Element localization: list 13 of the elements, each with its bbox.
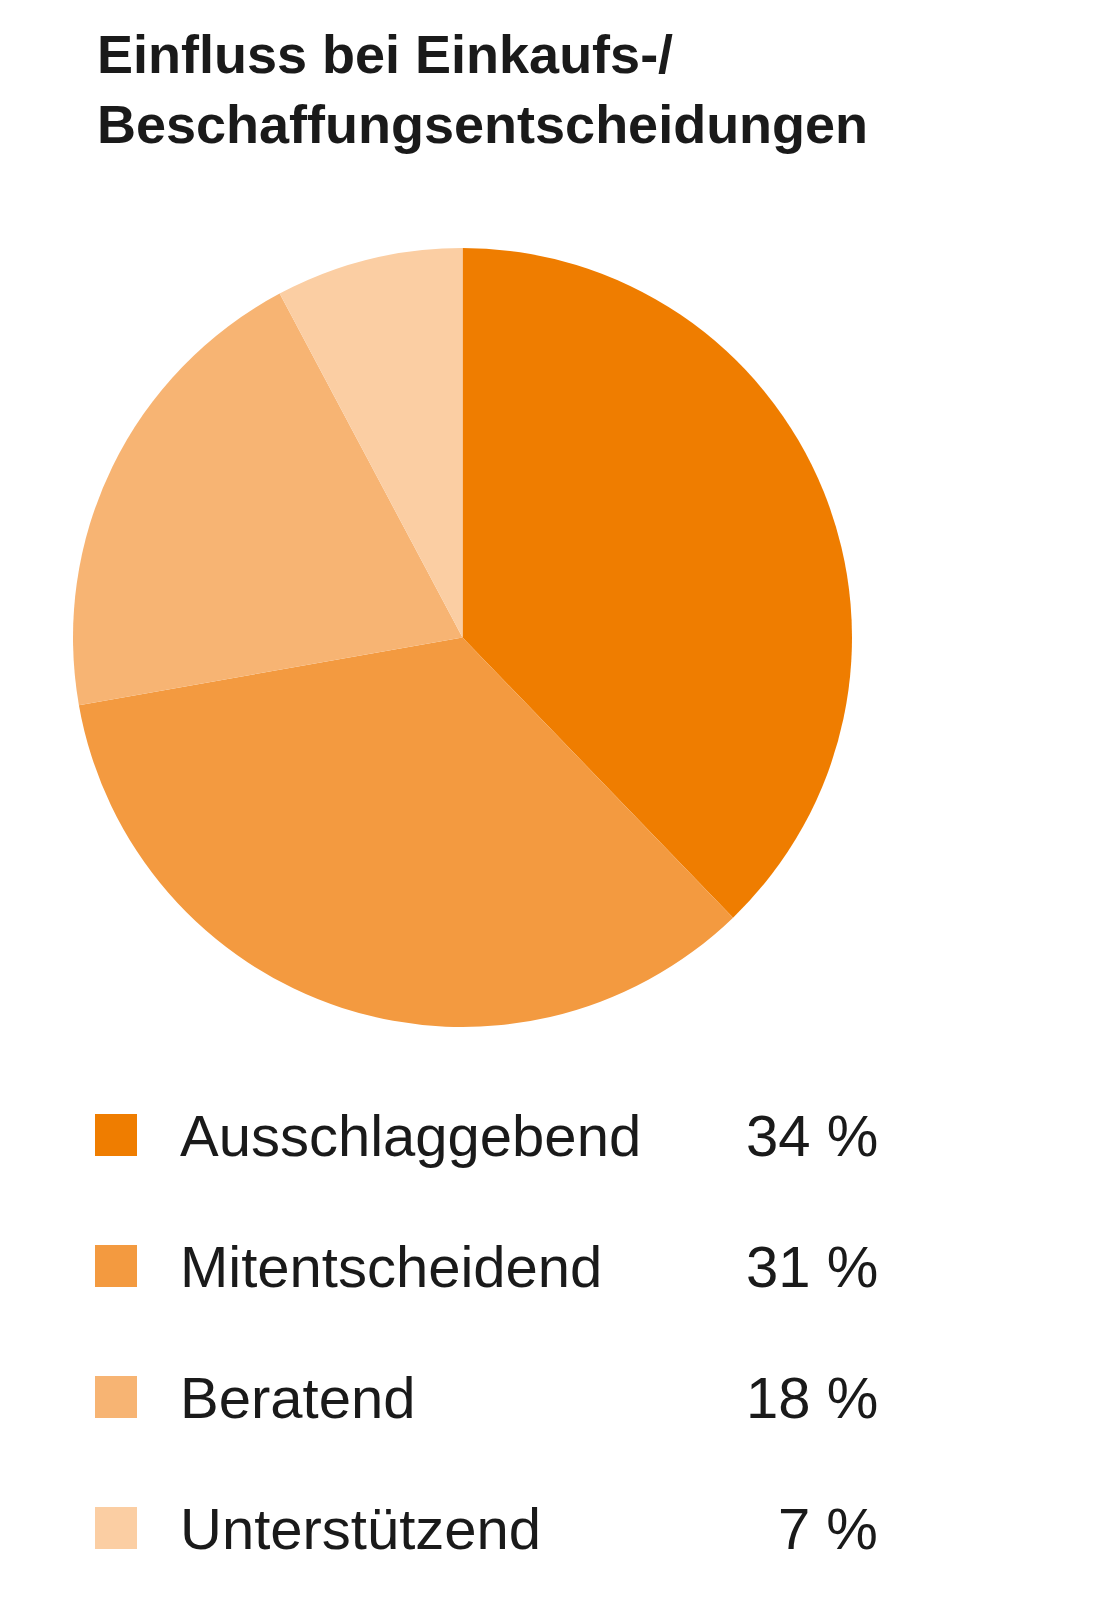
data-label: 34 % <box>746 1103 879 1168</box>
pie-slice <box>78 637 734 1027</box>
pie-slice <box>462 248 852 918</box>
data-label: 18 % <box>746 1365 879 1430</box>
pie-slice <box>73 293 463 706</box>
pie-slice <box>279 248 463 638</box>
chart-title: Einfluss bei Einkaufs-/ Beschaffungsentscheidungen <box>97 24 869 155</box>
legend-label: Ausschlaggebend <box>180 1103 642 1168</box>
legend-label: Beratend <box>180 1365 416 1430</box>
legend-label: Unterstützend <box>180 1496 542 1561</box>
data-label: 31 % <box>746 1234 879 1299</box>
data-label: 7 % <box>778 1496 878 1561</box>
legend-label: Mitentscheidend <box>180 1234 603 1299</box>
